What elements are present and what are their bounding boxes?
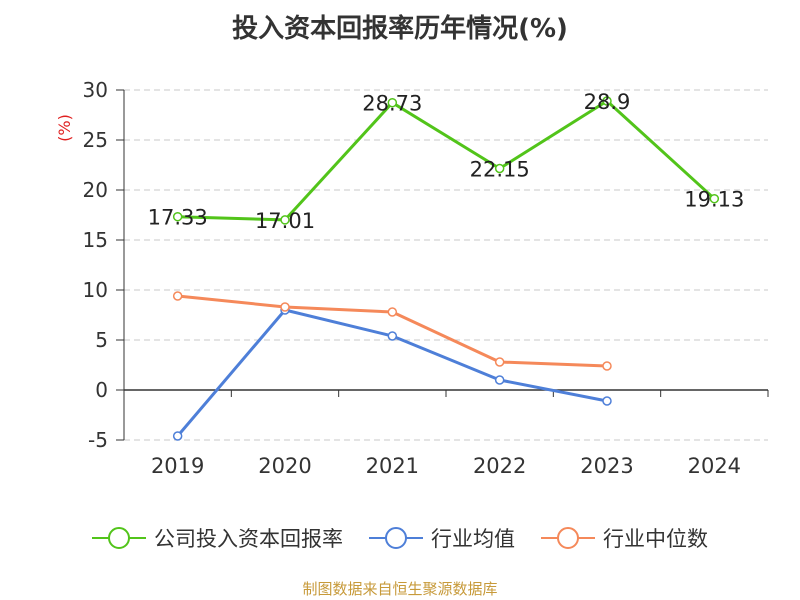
y-tick-label: 20 [83,178,108,202]
chart-legend: 公司投入资本回报率 行业均值 行业中位数 [0,520,800,556]
x-tick-label: 2019 [151,454,204,478]
y-tick-label: 30 [83,78,108,102]
x-tick-label: 2021 [366,454,419,478]
data-label: 28.73 [362,92,422,116]
x-tick-label: 2023 [580,454,633,478]
data-label: 28.9 [584,90,631,114]
y-tick-label: 25 [83,128,108,152]
data-point [387,307,398,317]
data-point [280,302,290,312]
data-point [280,215,290,225]
data-label: 19.13 [684,188,744,212]
y-tick-label: -5 [88,428,108,452]
data-label: 17.01 [255,209,315,233]
data-point [172,431,183,441]
legend-item: 行业均值 [369,523,515,553]
data-point [494,357,505,367]
legend-swatch [369,527,423,549]
y-tick-label: 5 [95,328,108,352]
data-point [602,361,612,371]
data-point [172,291,183,301]
data-point [709,193,720,204]
data-point [602,396,612,406]
data-point [494,163,505,174]
legend-label: 行业中位数 [603,527,708,551]
series-line [176,308,608,437]
legend-swatch [92,527,146,549]
data-label: 22.15 [470,158,530,182]
legend-swatch [541,527,595,549]
legend-label: 公司投入资本回报率 [154,527,343,551]
x-tick-label: 2022 [473,454,526,478]
legend-item: 行业中位数 [541,523,708,553]
data-label: 17.33 [148,206,208,230]
source-note: 制图数据来自恒生聚源数据库 [302,580,498,598]
x-tick-label: 2020 [258,454,311,478]
y-axis-label: (%) [55,114,74,142]
series-line [177,294,608,368]
y-tick-label: 0 [95,378,108,402]
y-tick-label: 10 [83,278,108,302]
data-point [387,331,398,341]
data-point [387,97,398,108]
y-tick-label: 15 [83,228,108,252]
legend-label: 行业均值 [431,527,515,551]
series-line [177,99,716,222]
data-point [172,211,183,222]
data-point [602,96,612,106]
x-tick-label: 2024 [688,454,741,478]
legend-item: 公司投入资本回报率 [92,523,343,553]
chart-title: 投入资本回报率历年情况(%) [232,14,568,44]
data-point [494,375,505,385]
